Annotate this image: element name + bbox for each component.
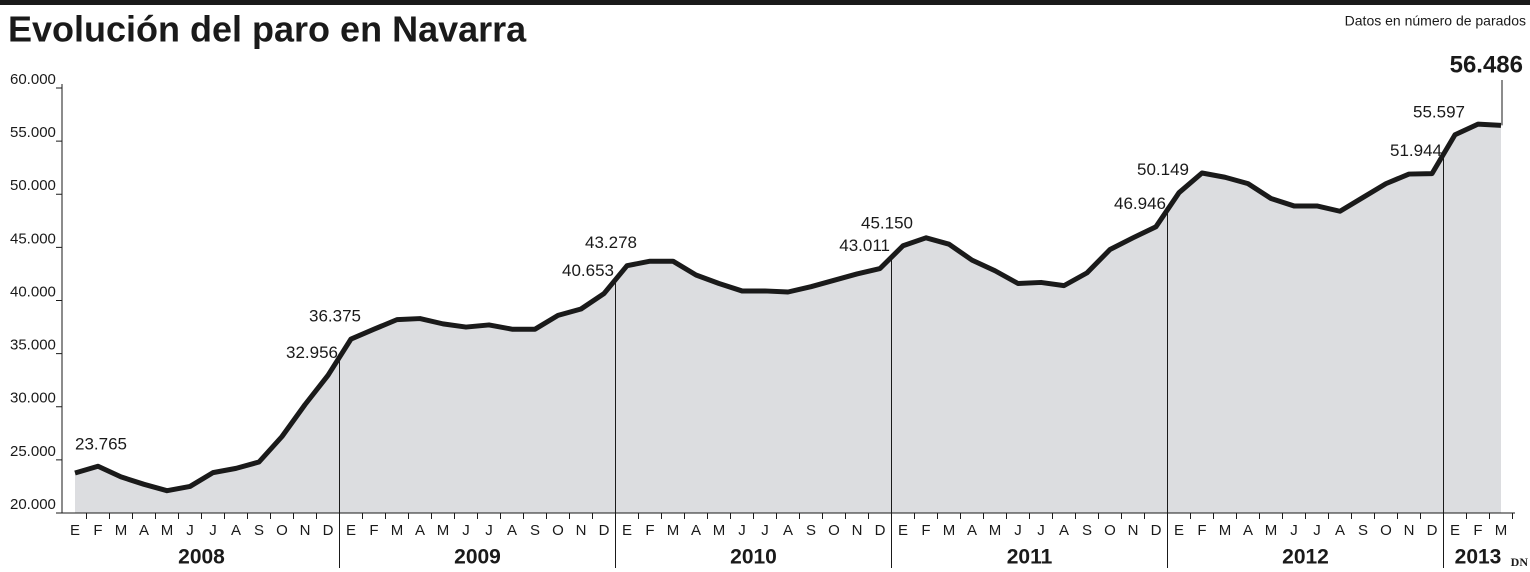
- data-label: 50.149: [1137, 160, 1189, 179]
- data-label: 32.956: [286, 343, 338, 362]
- x-tick-label: J: [186, 522, 194, 539]
- data-label: 51.944: [1390, 141, 1442, 160]
- x-tick-label: N: [576, 522, 587, 539]
- x-tick-label: F: [645, 522, 654, 539]
- x-tick-label: M: [161, 522, 174, 539]
- data-label: 56.486: [1450, 51, 1523, 78]
- x-tick-label: O: [828, 522, 840, 539]
- x-tick-label: M: [713, 522, 726, 539]
- y-tick-label: 60.000: [10, 71, 56, 88]
- x-tick-label: O: [1104, 522, 1116, 539]
- x-tick-label: N: [1404, 522, 1415, 539]
- x-tick-label: J: [761, 522, 769, 539]
- top-bar: [0, 0, 1530, 5]
- data-label: 55.597: [1413, 102, 1465, 121]
- x-tick-label: M: [1495, 522, 1508, 539]
- data-label: 23.765: [75, 434, 127, 453]
- x-tick-label: N: [1128, 522, 1139, 539]
- x-tick-label: O: [552, 522, 564, 539]
- x-tick-label: E: [898, 522, 908, 539]
- x-tick-label: S: [806, 522, 816, 539]
- year-label: 2011: [1007, 546, 1053, 569]
- x-tick-label: M: [989, 522, 1002, 539]
- x-tick-label: F: [93, 522, 102, 539]
- data-label: 36.375: [309, 307, 361, 326]
- subtitle: Datos en número de parados: [1345, 13, 1526, 29]
- x-tick-label: J: [1313, 522, 1321, 539]
- year-label: 2009: [454, 546, 501, 569]
- x-tick-label: J: [738, 522, 746, 539]
- x-tick-label: J: [462, 522, 470, 539]
- data-label: 45.150: [861, 213, 913, 232]
- x-tick-label: D: [1427, 522, 1438, 539]
- x-tick-label: M: [115, 522, 128, 539]
- y-tick-label: 50.000: [10, 177, 56, 194]
- x-tick-label: S: [254, 522, 264, 539]
- x-tick-label: D: [1151, 522, 1162, 539]
- x-tick-label: J: [1290, 522, 1298, 539]
- x-tick-label: M: [667, 522, 680, 539]
- x-tick-label: M: [1219, 522, 1232, 539]
- y-tick-label: 40.000: [10, 283, 56, 300]
- x-tick-label: M: [437, 522, 450, 539]
- x-tick-label: F: [1197, 522, 1206, 539]
- x-tick-label: A: [691, 522, 701, 539]
- x-tick-label: J: [1037, 522, 1045, 539]
- x-tick-label: A: [507, 522, 517, 539]
- y-tick-label: 20.000: [10, 496, 56, 513]
- x-tick-label: S: [1358, 522, 1368, 539]
- x-tick-label: M: [1265, 522, 1278, 539]
- x-tick-label: E: [70, 522, 80, 539]
- x-tick-label: N: [300, 522, 311, 539]
- x-tick-label: A: [1335, 522, 1345, 539]
- x-tick-label: A: [1059, 522, 1069, 539]
- data-label: 40.653: [562, 261, 614, 280]
- y-tick-label: 45.000: [10, 230, 56, 247]
- year-label: 2012: [1282, 546, 1329, 569]
- line: [74, 121, 1502, 494]
- x-tick-label: A: [1243, 522, 1253, 539]
- x-tick-label: N: [852, 522, 863, 539]
- y-tick-label: 25.000: [10, 443, 56, 460]
- x-tick-label: E: [622, 522, 632, 539]
- data-label: 46.946: [1114, 194, 1166, 213]
- data-label: 43.011: [839, 236, 890, 255]
- x-tick-label: J: [1014, 522, 1022, 539]
- area: [75, 124, 1501, 513]
- x-tick-label: M: [391, 522, 404, 539]
- x-tick-label: A: [139, 522, 149, 539]
- x-tick-label: A: [967, 522, 977, 539]
- x-tick-label: A: [783, 522, 793, 539]
- chart-title: Evolución del paro en Navarra: [8, 9, 527, 50]
- y-tick-label: 30.000: [10, 390, 56, 407]
- x-tick-label: M: [943, 522, 956, 539]
- x-tick-label: F: [1473, 522, 1482, 539]
- x-tick-label: J: [209, 522, 217, 539]
- year-label: 2010: [730, 546, 777, 569]
- x-tick-label: E: [1450, 522, 1460, 539]
- x-tick-label: D: [599, 522, 610, 539]
- x-tick-label: A: [231, 522, 241, 539]
- source: DN: [1511, 555, 1529, 569]
- x-tick-label: E: [346, 522, 356, 539]
- x-tick-label: O: [1380, 522, 1392, 539]
- x-tick-label: O: [276, 522, 288, 539]
- x-tick-label: E: [1174, 522, 1184, 539]
- x-tick-label: F: [921, 522, 930, 539]
- x-tick-label: D: [323, 522, 334, 539]
- x-tick-label: S: [530, 522, 540, 539]
- year-label: 2013: [1455, 546, 1502, 569]
- y-tick-label: 55.000: [10, 124, 56, 141]
- data-label: 43.278: [585, 233, 637, 252]
- x-tick-label: F: [369, 522, 378, 539]
- x-tick-label: S: [1082, 522, 1092, 539]
- x-tick-label: D: [875, 522, 886, 539]
- y-tick-label: 35.000: [10, 337, 56, 354]
- x-tick-label: J: [485, 522, 493, 539]
- x-tick-label: A: [415, 522, 425, 539]
- year-label: 2008: [178, 546, 225, 569]
